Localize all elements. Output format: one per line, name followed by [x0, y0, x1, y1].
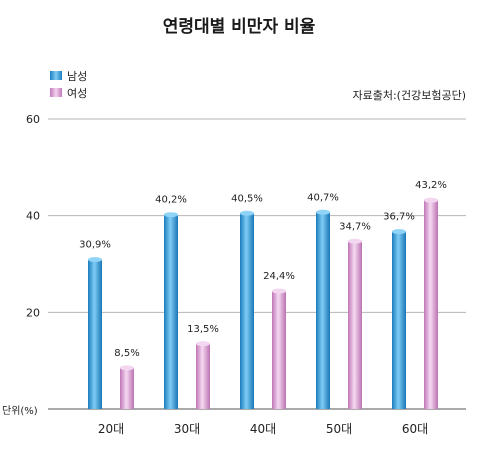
x-tick-label: 60대 — [402, 422, 428, 436]
bar-female-top — [196, 341, 210, 347]
bar-male — [164, 214, 178, 409]
legend-swatch-female — [50, 88, 62, 97]
x-tick-label: 30대 — [174, 422, 200, 436]
bar-male-top — [316, 209, 330, 215]
y-tick-label: 20 — [26, 306, 40, 319]
x-tick-label: 40대 — [250, 422, 276, 436]
legend-item-female: 여성 — [50, 84, 87, 101]
data-label-male: 40,2% — [155, 195, 187, 206]
bar-male — [240, 213, 254, 409]
x-tick-label: 50대 — [326, 422, 352, 436]
y-tick-label: 60 — [26, 113, 40, 126]
bar-male-top — [240, 210, 254, 216]
bar-female-top — [424, 197, 438, 203]
bar-male-top — [392, 229, 406, 235]
data-label-male: 30,9% — [79, 240, 111, 251]
y-tick-label: 40 — [26, 210, 40, 223]
unit-label: 단위(%) — [2, 406, 38, 417]
bar-male — [88, 259, 102, 409]
legend-item-male: 남성 — [50, 67, 87, 84]
bar-female-top — [120, 365, 134, 371]
bar-male-top — [88, 257, 102, 263]
legend-label-female: 여성 — [67, 86, 88, 100]
source-note: 자료출처:(건강보험공단) — [352, 89, 467, 102]
data-label-female: 13,5% — [187, 324, 219, 335]
bar-male — [392, 231, 406, 409]
chart-title: 연령대별 비만자 비율 — [162, 17, 316, 37]
x-tick-label: 20대 — [98, 422, 124, 436]
bar-female-top — [272, 288, 286, 294]
legend-label-male: 남성 — [67, 69, 88, 83]
data-label-female: 24,4% — [263, 271, 295, 282]
bar-female — [348, 241, 362, 409]
bar-female — [424, 200, 438, 409]
data-label-male: 40,7% — [307, 192, 339, 203]
data-label-male: 40,5% — [231, 193, 263, 204]
bar-female — [272, 291, 286, 409]
bar-male — [316, 212, 330, 409]
bar-female — [120, 367, 134, 409]
legend-swatch-male — [50, 71, 62, 80]
bar-female — [196, 343, 210, 409]
bar-male-top — [164, 212, 178, 218]
bar-female-top — [348, 238, 362, 244]
data-label-female: 8,5% — [114, 348, 139, 359]
data-label-female: 34,7% — [339, 221, 371, 232]
data-label-male: 36,7% — [383, 212, 415, 223]
legend: 남성 여성 — [50, 67, 87, 101]
data-label-female: 43,2% — [415, 180, 447, 191]
